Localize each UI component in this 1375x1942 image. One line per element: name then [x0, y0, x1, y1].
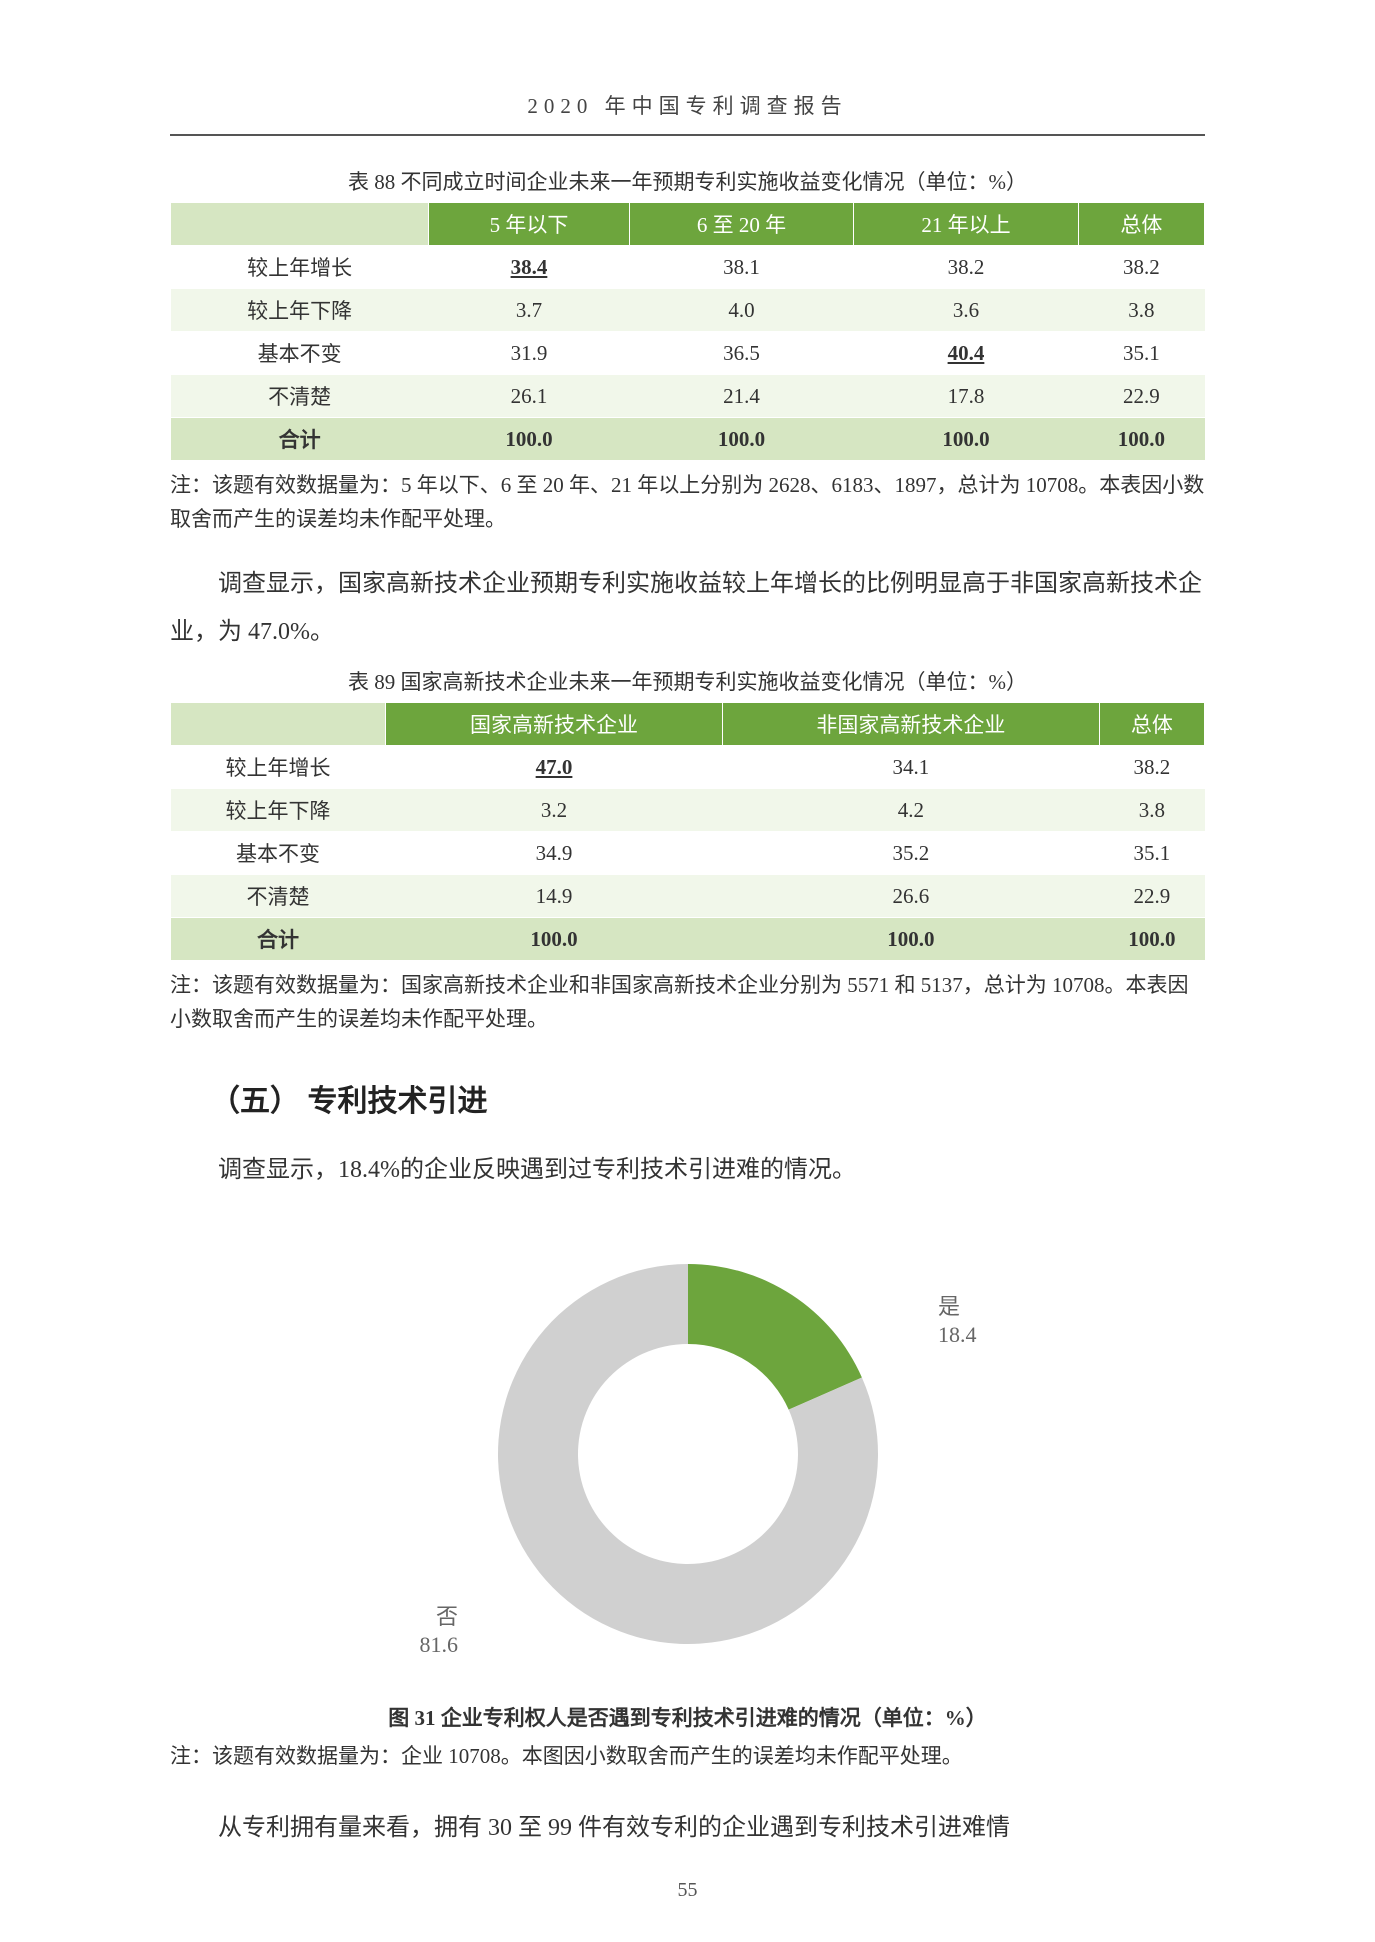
cell: 22.9: [1099, 875, 1204, 918]
cell: 14.9: [386, 875, 723, 918]
cell: 22.9: [1078, 375, 1204, 418]
table-total-row: 合计100.0100.0100.0: [171, 918, 1205, 961]
cell: 3.8: [1099, 789, 1204, 832]
cell: 35.1: [1078, 332, 1204, 375]
donut-slice: [688, 1264, 862, 1410]
cell: 17.8: [854, 375, 1079, 418]
cell: 38.2: [1099, 746, 1204, 789]
table89-caption: 表 89 国家高新技术企业未来一年预期专利实施收益变化情况（单位：%）: [170, 666, 1205, 696]
row-label: 基本不变: [171, 832, 386, 875]
cell: 3.2: [386, 789, 723, 832]
cell: 35.2: [722, 832, 1099, 875]
cell: 100.0: [429, 418, 630, 461]
row-label: 不清楚: [171, 375, 429, 418]
cell: 100.0: [1078, 418, 1204, 461]
table88-col-0: 5 年以下: [429, 203, 630, 246]
cell: 35.1: [1099, 832, 1204, 875]
row-label: 较上年增长: [171, 246, 429, 289]
donut-label: 否: [435, 1604, 457, 1629]
table89-note: 注：该题有效数据量为：国家高新技术企业和非国家高新技术企业分别为 5571 和 …: [170, 969, 1205, 1036]
table89-corner: [171, 703, 386, 746]
table89-body: 较上年增长47.034.138.2较上年下降3.24.23.8基本不变34.93…: [171, 746, 1205, 961]
table88: 5 年以下 6 至 20 年 21 年以上 总体 较上年增长38.438.138…: [170, 202, 1205, 461]
paragraph-3: 从专利拥有量来看，拥有 30 至 99 件有效专利的企业遇到专利技术引进难情: [170, 1804, 1205, 1852]
fig31-caption: 图 31 企业专利权人是否遇到专利技术引进难的情况（单位：%）: [170, 1702, 1205, 1732]
fig31-note: 注：该题有效数据量为：企业 10708。本图因小数取舍而产生的误差均未作配平处理…: [170, 1740, 1205, 1774]
cell: 3.6: [854, 289, 1079, 332]
table88-corner: [171, 203, 429, 246]
donut-value: 81.6: [419, 1632, 458, 1657]
cell: 4.2: [722, 789, 1099, 832]
table-row: 不清楚26.121.417.822.9: [171, 375, 1205, 418]
page-header-title: 2020 年中国专利调查报告: [170, 90, 1205, 136]
cell: 34.1: [722, 746, 1099, 789]
cell: 26.1: [429, 375, 630, 418]
cell: 4.0: [629, 289, 854, 332]
cell: 3.8: [1078, 289, 1204, 332]
section-5-title: （五） 专利技术引进: [210, 1076, 1205, 1120]
table88-col-1: 6 至 20 年: [629, 203, 854, 246]
fig31-donut-chart: 是 18.4 否 81.6: [338, 1224, 1038, 1684]
table88-col-2: 21 年以上: [854, 203, 1079, 246]
cell: 34.9: [386, 832, 723, 875]
row-label: 基本不变: [171, 332, 429, 375]
cell: 38.4: [429, 246, 630, 289]
cell: 47.0: [386, 746, 723, 789]
paragraph-1: 调查显示，国家高新技术企业预期专利实施收益较上年增长的比例明显高于非国家高新技术…: [170, 560, 1205, 656]
cell: 100.0: [629, 418, 854, 461]
cell: 40.4: [854, 332, 1079, 375]
table89-col-1: 非国家高新技术企业: [722, 703, 1099, 746]
cell: 100.0: [854, 418, 1079, 461]
donut-label: 是: [938, 1294, 960, 1319]
row-label: 较上年下降: [171, 789, 386, 832]
table-total-row: 合计100.0100.0100.0100.0: [171, 418, 1205, 461]
cell: 38.2: [1078, 246, 1204, 289]
cell: 100.0: [386, 918, 723, 961]
table89: 国家高新技术企业 非国家高新技术企业 总体 较上年增长47.034.138.2较…: [170, 702, 1205, 961]
table88-note: 注：该题有效数据量为：5 年以下、6 至 20 年、21 年以上分别为 2628…: [170, 469, 1205, 536]
table89-col-2: 总体: [1099, 703, 1204, 746]
table88-col-3: 总体: [1078, 203, 1204, 246]
table-row: 较上年下降3.24.23.8: [171, 789, 1205, 832]
paragraph-2: 调查显示，18.4%的企业反映遇到过专利技术引进难的情况。: [170, 1146, 1205, 1194]
donut-value: 18.4: [938, 1322, 977, 1347]
table88-caption: 表 88 不同成立时间企业未来一年预期专利实施收益变化情况（单位：%）: [170, 166, 1205, 196]
cell: 26.6: [722, 875, 1099, 918]
cell: 21.4: [629, 375, 854, 418]
table-row: 基本不变31.936.540.435.1: [171, 332, 1205, 375]
cell: 38.2: [854, 246, 1079, 289]
table-row: 基本不变34.935.235.1: [171, 832, 1205, 875]
table-row: 不清楚14.926.622.9: [171, 875, 1205, 918]
cell: 3.7: [429, 289, 630, 332]
table89-col-0: 国家高新技术企业: [386, 703, 723, 746]
table88-body: 较上年增长38.438.138.238.2较上年下降3.74.03.63.8基本…: [171, 246, 1205, 461]
row-label: 合计: [171, 418, 429, 461]
table-row: 较上年下降3.74.03.63.8: [171, 289, 1205, 332]
cell: 100.0: [722, 918, 1099, 961]
row-label: 合计: [171, 918, 386, 961]
page-number: 55: [0, 1879, 1375, 1902]
row-label: 较上年增长: [171, 746, 386, 789]
table-row: 较上年增长47.034.138.2: [171, 746, 1205, 789]
cell: 31.9: [429, 332, 630, 375]
table-row: 较上年增长38.438.138.238.2: [171, 246, 1205, 289]
cell: 100.0: [1099, 918, 1204, 961]
cell: 38.1: [629, 246, 854, 289]
row-label: 不清楚: [171, 875, 386, 918]
cell: 36.5: [629, 332, 854, 375]
row-label: 较上年下降: [171, 289, 429, 332]
